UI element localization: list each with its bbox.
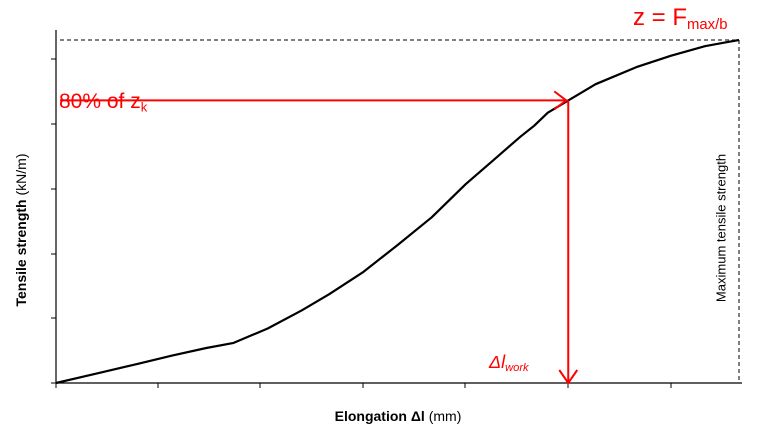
- annotation-arrows: [60, 90, 579, 385]
- axes: [51, 30, 742, 388]
- y-axis-label: Tensile strength (kN/m): [13, 154, 29, 307]
- delta-l-arrowhead: [558, 369, 579, 385]
- x-axis-label: Elongation Δl (mm): [335, 408, 462, 424]
- max-strength-equation: z = Fmax/b: [633, 4, 728, 33]
- x-axis-label-unit: (mm): [428, 408, 462, 424]
- delta-l-work-label: Δlwork: [489, 352, 529, 374]
- guide-lines: [60, 39, 740, 383]
- y-axis-label-unit: (kN/m): [13, 153, 29, 196]
- max-equation-subscript: max/b: [687, 17, 728, 34]
- x-axis-label-main: Elongation Δl: [334, 408, 425, 424]
- eighty-percent-subscript: k: [140, 99, 148, 115]
- delta-l-main: Δl: [489, 352, 506, 372]
- tensile-curve: [55, 38, 740, 385]
- max-equation-main: z = F: [633, 4, 688, 31]
- y-axis-label-main: Tensile strength: [13, 199, 29, 307]
- eighty-percent-label: 80% of zk: [59, 90, 147, 115]
- max-strength-label: Maximum tensile strength: [713, 153, 729, 303]
- delta-l-subscript: work: [505, 362, 529, 375]
- eighty-percent-arrowhead: [553, 90, 568, 111]
- eighty-percent-main: 80% of z: [59, 90, 141, 113]
